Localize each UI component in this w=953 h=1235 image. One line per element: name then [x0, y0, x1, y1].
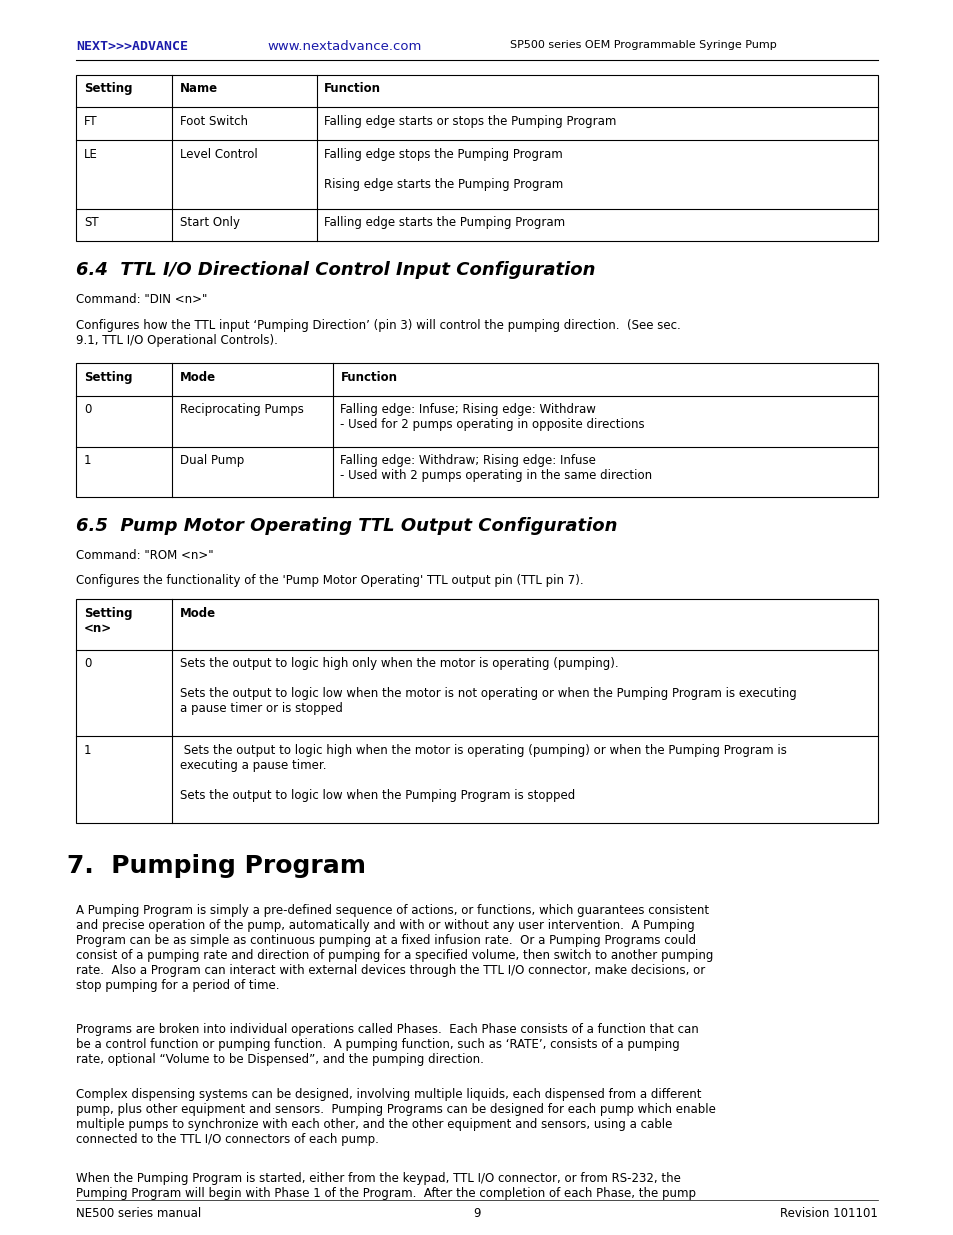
Text: LE: LE — [84, 148, 98, 161]
Text: Mode: Mode — [180, 370, 216, 384]
Text: A Pumping Program is simply a pre-defined sequence of actions, or functions, whi: A Pumping Program is simply a pre-define… — [76, 904, 713, 992]
Text: 7.  Pumping Program: 7. Pumping Program — [67, 853, 365, 878]
Text: Programs are broken into individual operations called Phases.  Each Phase consis: Programs are broken into individual oper… — [76, 1023, 699, 1066]
Text: Sets the output to logic high when the motor is operating (pumping) or when the : Sets the output to logic high when the m… — [180, 743, 786, 802]
Text: Level Control: Level Control — [180, 148, 257, 161]
Text: Function: Function — [340, 370, 397, 384]
Text: Configures how the TTL input ‘Pumping Direction’ (pin 3) will control the pumpin: Configures how the TTL input ‘Pumping Di… — [76, 319, 680, 347]
Text: Falling edge starts the Pumping Program: Falling edge starts the Pumping Program — [324, 216, 565, 230]
Text: Falling edge: Infuse; Rising edge: Withdraw
- Used for 2 pumps operating in oppo: Falling edge: Infuse; Rising edge: Withd… — [340, 404, 644, 431]
Text: 0: 0 — [84, 657, 91, 671]
Text: Command: "ROM <n>": Command: "ROM <n>" — [76, 550, 213, 562]
Text: Start Only: Start Only — [180, 216, 240, 230]
Text: FT: FT — [84, 115, 97, 128]
Text: SP500 series OEM Programmable Syringe Pump: SP500 series OEM Programmable Syringe Pu… — [510, 40, 777, 49]
Text: 1: 1 — [84, 454, 91, 467]
Text: NE500 series manual: NE500 series manual — [76, 1207, 201, 1220]
Text: 6.4  TTL I/O Directional Control Input Configuration: 6.4 TTL I/O Directional Control Input Co… — [76, 262, 596, 279]
Text: Sets the output to logic high only when the motor is operating (pumping).

Sets : Sets the output to logic high only when … — [180, 657, 796, 715]
Text: 6.5  Pump Motor Operating TTL Output Configuration: 6.5 Pump Motor Operating TTL Output Conf… — [76, 517, 618, 535]
Text: 9: 9 — [473, 1207, 480, 1220]
Text: Function: Function — [324, 83, 381, 95]
Text: When the Pumping Program is started, either from the keypad, TTL I/O connector, : When the Pumping Program is started, eit… — [76, 1172, 696, 1199]
Text: ST: ST — [84, 216, 98, 230]
Text: Name: Name — [180, 83, 218, 95]
Text: Dual Pump: Dual Pump — [180, 454, 244, 467]
Text: www.nextadvance.com: www.nextadvance.com — [267, 40, 421, 53]
Text: Falling edge stops the Pumping Program

Rising edge starts the Pumping Program: Falling edge stops the Pumping Program R… — [324, 148, 563, 190]
Text: 1: 1 — [84, 743, 91, 757]
Text: Falling edge starts or stops the Pumping Program: Falling edge starts or stops the Pumping… — [324, 115, 616, 128]
Text: Revision 101101: Revision 101101 — [779, 1207, 877, 1220]
Text: Mode: Mode — [180, 606, 216, 620]
Text: Command: "DIN <n>": Command: "DIN <n>" — [76, 294, 208, 306]
Text: NEXT>>>ADVANCE: NEXT>>>ADVANCE — [76, 40, 188, 53]
Text: Setting: Setting — [84, 370, 132, 384]
Text: 0: 0 — [84, 404, 91, 416]
Text: Complex dispensing systems can be designed, involving multiple liquids, each dis: Complex dispensing systems can be design… — [76, 1088, 716, 1146]
Text: Setting: Setting — [84, 83, 132, 95]
Bar — [76, 599, 877, 823]
Text: Falling edge: Withdraw; Rising edge: Infuse
- Used with 2 pumps operating in the: Falling edge: Withdraw; Rising edge: Inf… — [340, 454, 652, 482]
Bar — [76, 74, 877, 242]
Bar — [76, 363, 877, 498]
Text: Foot Switch: Foot Switch — [180, 115, 248, 128]
Text: Configures the functionality of the 'Pump Motor Operating' TTL output pin (TTL p: Configures the functionality of the 'Pum… — [76, 574, 583, 588]
Text: Reciprocating Pumps: Reciprocating Pumps — [180, 404, 304, 416]
Text: Setting
<n>: Setting <n> — [84, 606, 132, 635]
